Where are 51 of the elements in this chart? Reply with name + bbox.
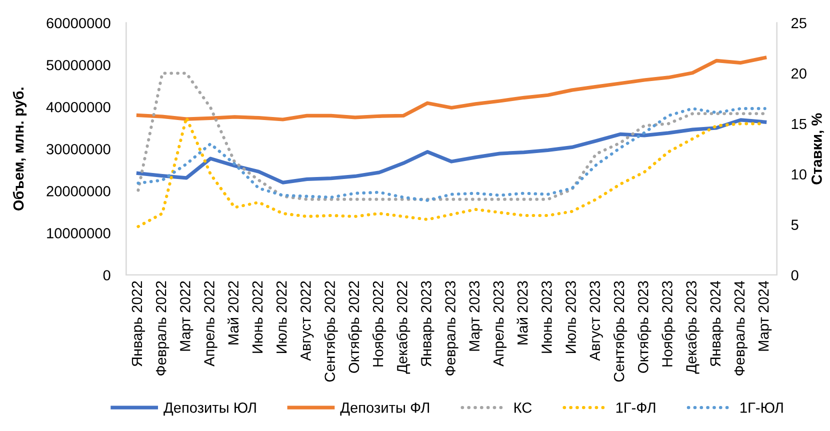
line-series xyxy=(136,118,767,184)
x-tick-label: Июль 2023 xyxy=(566,281,576,354)
line-series xyxy=(136,107,766,202)
x-tick-label: Май 2023 xyxy=(516,281,528,344)
line-series xyxy=(136,56,767,122)
x-tick-label: Июль 2022 xyxy=(276,281,287,354)
x-tick-label: Октябрь 2022 xyxy=(348,281,362,373)
y-tick-label: 30000000 xyxy=(46,144,110,154)
legend-label: 1Г-ЮЛ xyxy=(740,402,783,413)
y2-tick-label: 10 xyxy=(792,169,806,180)
x-tick-label: Январь 2022 xyxy=(132,281,146,366)
y-tick-label: 20000000 xyxy=(46,186,110,196)
legend-label: Депозиты ЮЛ xyxy=(164,402,256,416)
x-tick-label: Май 2022 xyxy=(228,281,239,344)
x-tick-label: Август 2022 xyxy=(300,281,314,361)
y-tick-label: 10000000 xyxy=(47,228,110,238)
x-tick-label: Апрель 2022 xyxy=(204,281,218,366)
x-tick-label: Июнь 2023 xyxy=(542,281,552,353)
line-series xyxy=(136,72,766,201)
x-tick-label: Апрель 2023 xyxy=(493,281,507,366)
y-axis-title: Объем, млн. руб. xyxy=(12,88,27,211)
y-tick-label: 40000000 xyxy=(46,102,110,112)
legend-label: КС xyxy=(514,402,532,413)
x-tick-label: Сентябрь 2022 xyxy=(324,281,338,382)
x-tick-label: Декабрь 2022 xyxy=(396,281,410,374)
x-tick-label: Ноябрь 2023 xyxy=(662,281,676,366)
x-tick-label: Декабрь 2023 xyxy=(686,281,700,374)
x-tick-label: Март 2024 xyxy=(758,280,772,351)
y2-tick-label: 25 xyxy=(792,18,806,28)
x-tick-label: Март 2023 xyxy=(469,281,482,351)
x-tick-label: Февраль 2023 xyxy=(445,281,458,376)
y-tick-label: 0 xyxy=(103,270,110,280)
y-tick-label: 50000000 xyxy=(46,60,110,70)
x-tick-label: Июнь 2022 xyxy=(252,281,263,353)
x-tick-label: Январь 2023 xyxy=(421,281,434,366)
legend-label: Депозиты ФЛ xyxy=(340,402,429,416)
x-tick-label: Октябрь 2023 xyxy=(637,281,652,373)
x-tick-label: Ноябрь 2022 xyxy=(372,281,386,366)
y2-tick-label: 5 xyxy=(791,220,798,230)
x-tick-label: Январь 2024 xyxy=(710,280,724,366)
y2-tick-label: 0 xyxy=(791,270,798,280)
x-tick-label: Февраль 2022 xyxy=(156,281,170,376)
y-tick-label: 60000000 xyxy=(46,18,110,28)
legend-label: 1Г-ФЛ xyxy=(616,402,656,413)
y2-tick-label: 20 xyxy=(792,68,806,79)
y2-tick-label: 15 xyxy=(792,118,806,130)
x-tick-label: Февраль 2024 xyxy=(734,280,748,376)
x-tick-label: Сентябрь 2023 xyxy=(613,281,628,382)
x-tick-label: Август 2023 xyxy=(590,281,603,361)
y2-axis-title: Ставки, % xyxy=(812,113,824,184)
x-tick-label: Март 2022 xyxy=(180,281,194,351)
